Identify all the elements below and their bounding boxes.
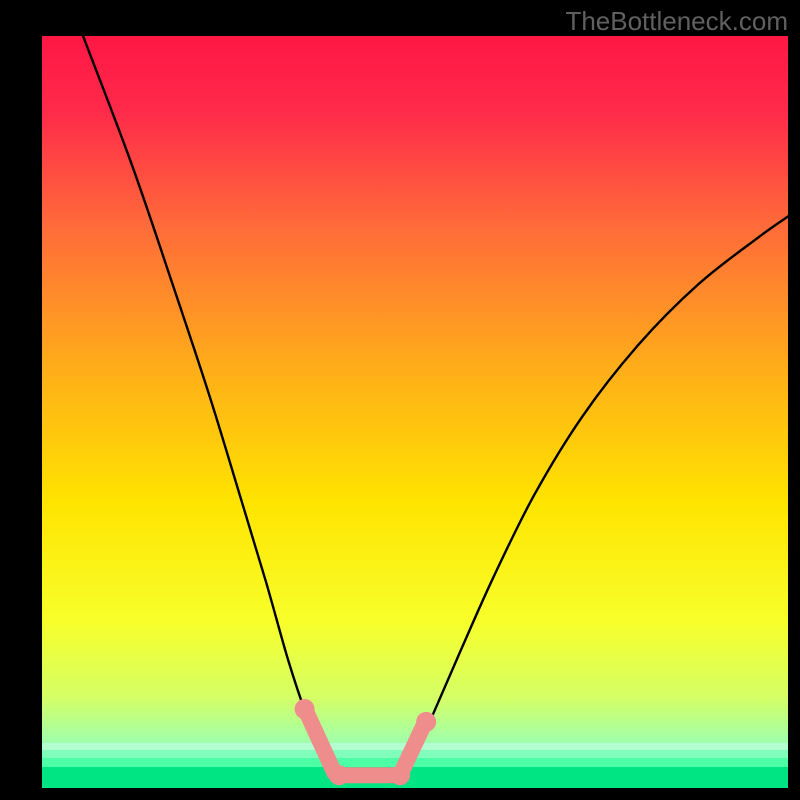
- pink-dot-1: [329, 765, 349, 785]
- chart-container: TheBottleneck.com: [0, 0, 800, 800]
- curve-left: [83, 36, 337, 777]
- watermark-text: TheBottleneck.com: [565, 6, 788, 37]
- frame-bottom: [0, 788, 800, 800]
- pink-dot-0: [295, 699, 315, 719]
- plot-area: [42, 36, 788, 788]
- curve-right: [400, 216, 788, 776]
- pink-dot-3: [416, 712, 436, 732]
- frame-left: [0, 0, 42, 800]
- pink-dot-2: [390, 765, 410, 785]
- pink-seg-left: [307, 713, 335, 773]
- curves-svg: [42, 36, 788, 788]
- frame-right: [788, 0, 800, 800]
